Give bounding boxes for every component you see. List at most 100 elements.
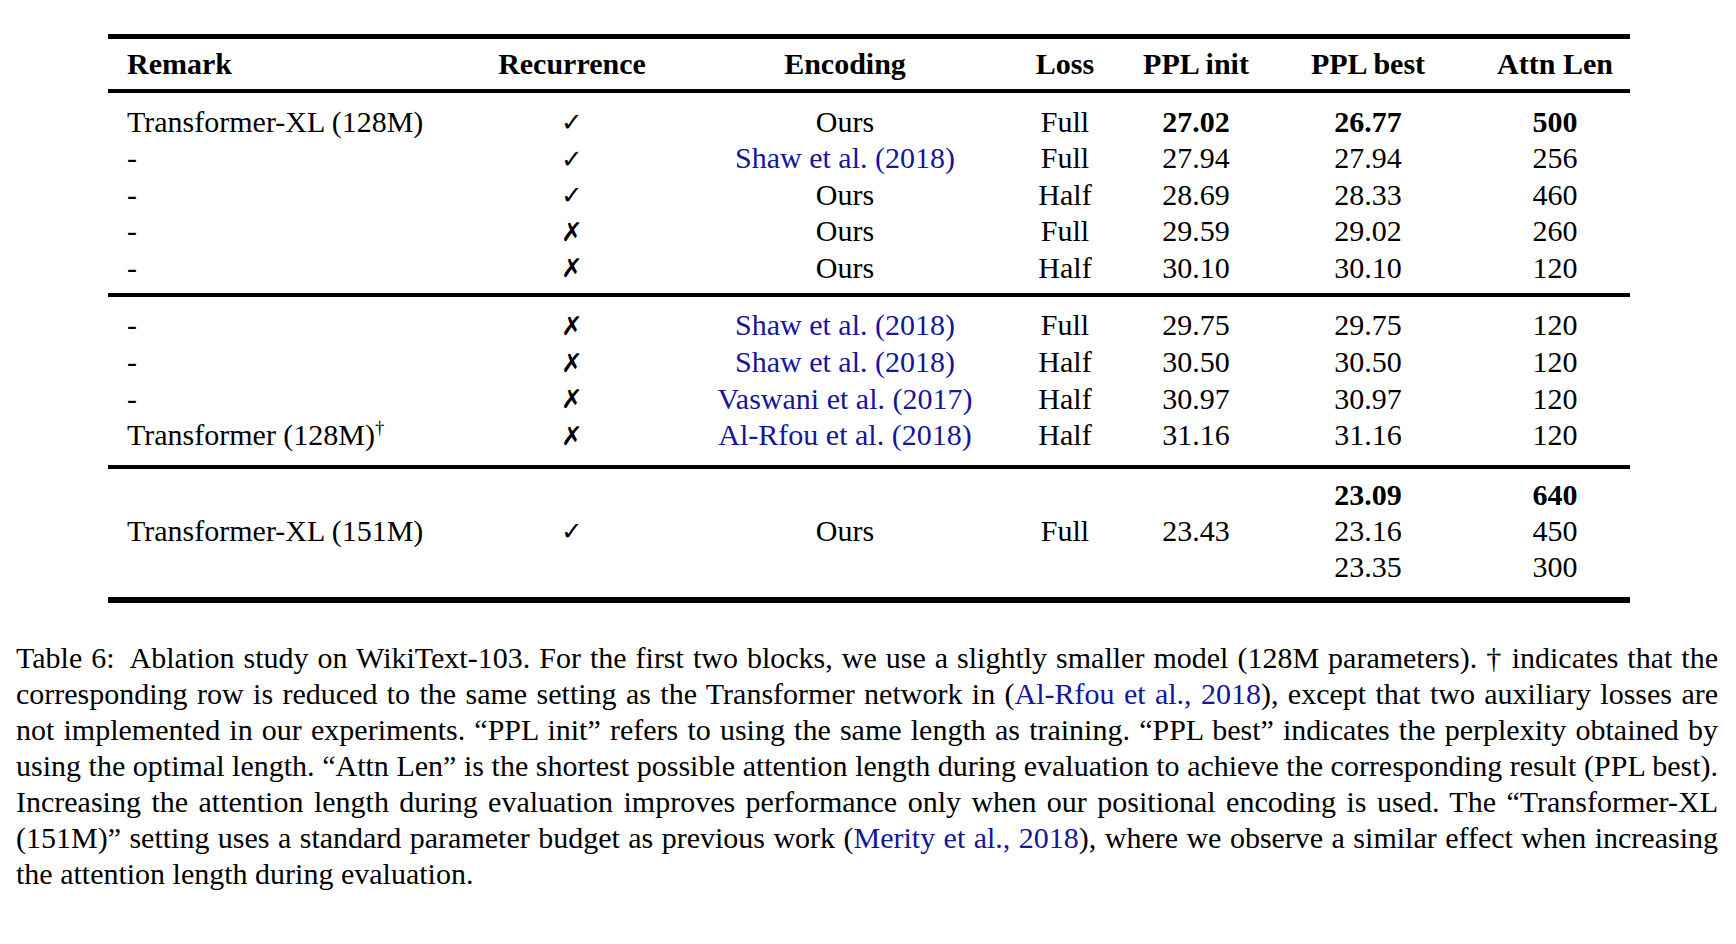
table-cell: ✗ (448, 213, 696, 251)
table-cell: Transformer-XL (151M) (108, 513, 448, 550)
citation-link[interactable]: Al-Rfou et al. (2018) (718, 418, 971, 451)
citation-link[interactable]: Shaw et al. (2018) (735, 308, 955, 341)
cross-icon: ✗ (561, 311, 583, 341)
table-cell-text: 120 (1533, 345, 1578, 378)
col-header-ppl-best: PPL best (1256, 46, 1480, 83)
table-cell-text: Ours (816, 178, 874, 211)
table-cell-text: - (127, 178, 137, 211)
table-caption: Table 6: Ablation study on WikiText-103.… (16, 640, 1718, 892)
table-block-1: Transformer-XL (128M)✓OursFull27.0226.77… (108, 93, 1630, 293)
table-cell: - (108, 213, 448, 250)
table-cell: 30.97 (1136, 381, 1256, 418)
table-cell: 23.0923.1623.35 (1256, 477, 1480, 585)
table-cell-text: - (127, 251, 137, 284)
citation-link[interactable]: Merity et al., 2018 (854, 821, 1079, 854)
table-cell-text: 460 (1533, 178, 1578, 211)
table-cell-text: 120 (1533, 251, 1578, 284)
table-cell-text: Half (1038, 251, 1091, 284)
table-row: - ✗ Ours Half 30.10 30.10 120 (108, 249, 1630, 286)
cross-icon: ✗ (561, 217, 583, 247)
table-cell: 120 (1480, 307, 1630, 344)
table-cell: ✗ (448, 380, 696, 418)
table-cell: 120 (1480, 344, 1630, 381)
table-cell: Full (994, 307, 1136, 344)
table-row: -✗Shaw et al. (2018)Full29.7529.75120 (108, 307, 1630, 344)
citation-link[interactable]: Al-Rfou et al., 2018 (1015, 677, 1261, 710)
table-cell: ✗ (448, 307, 696, 345)
col-header-remark: Remark (108, 46, 448, 83)
col-header-recurrence: Recurrence (448, 46, 696, 83)
table-cell: ✗ (448, 249, 696, 287)
table-row: Transformer-XL (151M)✓OursFull23.4323.09… (108, 477, 1630, 585)
table-cell: - (108, 140, 448, 177)
table-cell-text: - (127, 382, 137, 415)
table-cell-text: - (127, 214, 137, 247)
cross-icon: ✗ (561, 421, 583, 451)
check-icon: ✓ (561, 107, 583, 137)
table-cell: 30.10 (1136, 250, 1256, 287)
table-row: - ✗ Vaswani et al. (2017) Half 30.97 30.97 120 (108, 380, 1630, 417)
table-row: - ✗ Ours Full 29.59 29.02260 (108, 213, 1630, 250)
col-header-ppl-init: PPL init (1136, 46, 1256, 83)
check-icon: ✓ (561, 180, 583, 210)
table-header-row: Remark Recurrence Encoding Loss PPL init… (108, 39, 1630, 89)
table-value: 300 (1480, 549, 1630, 585)
table-cell: Transformer-XL (128M) (108, 104, 448, 141)
table-cell-text: 31.16 (1334, 418, 1402, 451)
check-icon: ✓ (561, 144, 583, 174)
table-cell: 29.59 (1136, 213, 1256, 250)
table-cell-text: 120 (1533, 418, 1578, 451)
table-cell: ✗ (448, 417, 696, 455)
col-header-attn-len: Attn Len (1480, 46, 1630, 83)
table-cell-text: 120 (1533, 382, 1578, 415)
table-cell: 27.94 (1136, 140, 1256, 177)
table-cell: 30.50 (1136, 344, 1256, 381)
table-cell: 29.02 (1256, 213, 1480, 250)
citation-link[interactable]: Shaw et al. (2018) (735, 141, 955, 174)
table-cell-text: Full (1041, 308, 1089, 341)
table-cell-text: Half (1038, 382, 1091, 415)
table-cell-text: Transformer (128M) (127, 418, 375, 451)
table-cell: 500 (1480, 104, 1630, 141)
table-cell-text: Full (1041, 141, 1089, 174)
table-cell: Al-Rfou et al. (2018) (696, 417, 994, 454)
citation-link[interactable]: Vaswani et al. (2017) (718, 382, 973, 415)
table-cell: Ours (696, 513, 994, 550)
table-cell-text: 28.33 (1334, 178, 1402, 211)
table-value: 450 (1480, 513, 1630, 549)
table-block-3: Transformer-XL (151M)✓OursFull23.4323.09… (108, 469, 1630, 597)
table-cell: - (108, 177, 448, 214)
table-cell: Shaw et al. (2018) (696, 344, 994, 381)
table-cell-text: Half (1038, 345, 1091, 378)
paper-page: Remark Recurrence Encoding Loss PPL init… (0, 0, 1736, 944)
table-cell: 29.75 (1136, 307, 1256, 344)
table-cell-text: Full (1041, 513, 1089, 550)
table-cell: ✓ (448, 103, 696, 141)
table-cell: 640450300 (1480, 477, 1630, 585)
table-cell: Full (994, 513, 1136, 550)
table-cell: Full (994, 140, 1136, 177)
table-cell: 256 (1480, 140, 1630, 177)
table-cell-text: Ours (816, 214, 874, 247)
table-cell: 260 (1480, 213, 1630, 250)
col-header-encoding: Encoding (696, 46, 994, 83)
table-cell: Full (994, 213, 1136, 250)
table-cell: 31.16 (1256, 417, 1480, 454)
table-cell: Half (994, 177, 1136, 214)
table-cell-text: 30.97 (1334, 382, 1402, 415)
table-cell-text: 31.16 (1162, 418, 1230, 451)
table-row: Transformer (128M)†✗Al-Rfou et al. (2018… (108, 417, 1630, 454)
table-cell: 120 (1480, 417, 1630, 454)
table-cell-text: - (127, 141, 137, 174)
table-cell: 120 (1480, 381, 1630, 418)
citation-link[interactable]: Shaw et al. (2018) (735, 345, 955, 378)
table-cell-text: Ours (816, 251, 874, 284)
table-cell-text: 30.10 (1334, 251, 1402, 284)
table-cell: 120 (1480, 250, 1630, 287)
table-cell: 460 (1480, 177, 1630, 214)
table-cell: ✗ (448, 344, 696, 382)
table-cell-text: 30.50 (1162, 345, 1230, 378)
table-bottom-rule (108, 597, 1630, 603)
table-cell-text: 29.59 (1162, 214, 1230, 247)
table-cell: ✓ (448, 140, 696, 178)
